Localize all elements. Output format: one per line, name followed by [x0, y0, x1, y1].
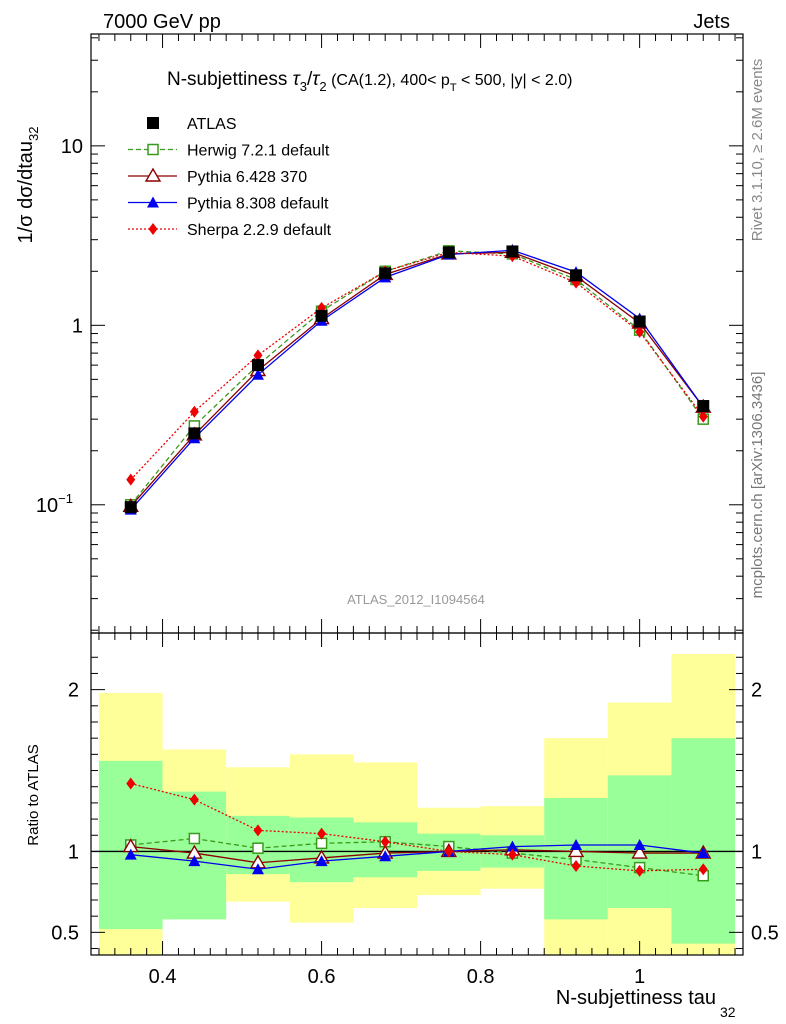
series-line-herwig: [130, 250, 704, 506]
legend-marker-herwig: [147, 143, 159, 156]
legend-label-data: ATLAS: [187, 116, 237, 133]
legend-label-herwig: Herwig 7.2.1 default: [187, 143, 330, 160]
legend-marker-sherpa: [148, 223, 158, 235]
x-axis-label: N-subjettiness tau: [556, 987, 716, 1009]
point-data: [633, 315, 646, 328]
legend-marker-pythia6: [144, 167, 162, 182]
ratio-point-herwig: [315, 837, 328, 850]
ratio-point-sherpa: [253, 824, 263, 837]
x-tick-label: 0.6: [308, 966, 336, 988]
point-sherpa: [253, 349, 263, 362]
legend: ATLAS Herwig 7.2.1 default Pythia 6.428 37…: [128, 116, 332, 239]
ratio-y-tick-label: 2: [68, 680, 79, 702]
category-label: Jets: [693, 11, 730, 33]
ratio-point-pythia8: [379, 850, 392, 862]
point-sherpa: [698, 410, 708, 423]
point-sherpa: [189, 405, 199, 418]
legend-label-sherpa: Sherpa 2.2.9 default: [187, 222, 332, 239]
main-axes: 10 1 10−1: [36, 34, 743, 633]
ratio-point-sherpa: [571, 860, 581, 873]
point-data: [379, 267, 392, 280]
ratio-point-pythia8: [124, 848, 137, 860]
ratio-point-pythia8: [188, 855, 201, 867]
ratio-y-tick-label: 0.5: [51, 922, 79, 944]
point-data: [251, 359, 264, 372]
series-line-pythia8: [130, 249, 704, 511]
ratio-point-pythia8: [315, 855, 328, 867]
ratio-y-label: Ratio to ATLAS: [25, 744, 42, 845]
point-data: [124, 501, 137, 514]
point-data: [442, 246, 455, 259]
ratio-y-tick-label-right: 0.5: [751, 922, 779, 944]
ratio-frame: [90, 632, 744, 956]
point-data: [570, 269, 583, 282]
ratio-y-tick-label: 1: [68, 841, 79, 863]
ratio-point-herwig: [252, 842, 264, 854]
x-tick-label: 0.8: [467, 966, 495, 988]
y-tick-label: 10: [61, 136, 83, 158]
analysis-id: ATLAS_2012_I1094564: [347, 592, 485, 607]
point-sherpa: [635, 325, 645, 338]
ratio-point-sherpa: [507, 848, 517, 861]
legend-marker-data: [147, 117, 159, 129]
point-data: [506, 245, 519, 258]
ratio-point-sherpa: [635, 864, 645, 877]
ratio-point-sherpa: [444, 845, 454, 858]
ratio-line-pythia8: [130, 844, 704, 870]
rivet-note: Rivet 3.1.10, ≥ 2.6M events: [749, 59, 766, 242]
ratio-point-pythia8: [633, 838, 646, 850]
x-axis-label-sub: 32: [720, 1004, 736, 1020]
ratio-point-herwig: [188, 832, 201, 845]
ratio-axes: 2 2 1 1 0.5 0.5 0.4 0.6 0.8 1: [51, 633, 779, 988]
x-tick-label: 0.4: [149, 966, 177, 988]
legend-marker-pythia8: [147, 196, 159, 208]
legend-label-pythia8: Pythia 8.308 default: [187, 196, 329, 213]
main-y-label: 1/σ dσ/dtau32: [15, 127, 41, 244]
ratio-line-pythia6: [130, 845, 704, 864]
point-pythia8: [251, 368, 264, 380]
ratio-y-tick-label-right: 1: [751, 841, 762, 863]
point-data: [697, 400, 710, 413]
ratio-point-pythia6: [567, 843, 585, 858]
ratio-point-pythia8: [251, 863, 264, 875]
y-tick-label: 10−1: [36, 491, 73, 517]
y-tick-label: 1: [72, 315, 83, 337]
ratio-line-sherpa: [130, 782, 704, 872]
ratio-point-sherpa: [380, 835, 390, 848]
energy-label: 7000 GeV pp: [103, 11, 221, 33]
ratio-point-pythia6: [631, 844, 648, 859]
legend-label-pythia6: Pythia 6.428 370: [187, 169, 307, 186]
series-line-sherpa: [130, 251, 704, 481]
series-line-pythia6: [130, 251, 704, 507]
main-title: N-subjettiness τ3/τ2 (CA(1.2), 400< pT <…: [167, 69, 572, 94]
main-series: [122, 243, 712, 515]
ratio-point-pythia8: [506, 840, 519, 852]
ratio-point-sherpa: [189, 793, 199, 806]
ratio-y-tick-label-right: 2: [751, 680, 762, 702]
point-sherpa: [126, 473, 136, 486]
band-inner: [671, 738, 736, 944]
mcplots-note: mcplots.cern.ch [arXiv:1306.3436]: [749, 372, 766, 599]
ratio-point-pythia8: [570, 838, 583, 850]
x-tick-label: 1: [634, 966, 645, 988]
point-data: [315, 309, 328, 322]
ratio-point-sherpa: [698, 863, 708, 876]
ratio-line-herwig: [130, 837, 704, 877]
ratio-point-sherpa: [126, 777, 136, 790]
ratio-series: [122, 777, 712, 882]
point-data: [188, 427, 201, 440]
ratio-point-pythia8: [697, 847, 710, 859]
ratio-point-sherpa: [317, 827, 327, 840]
